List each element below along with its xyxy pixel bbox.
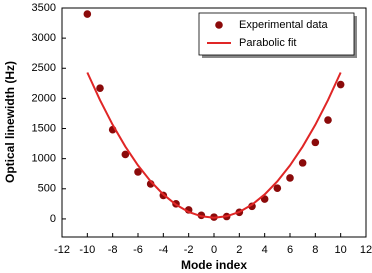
data-point xyxy=(336,80,345,89)
legend-box xyxy=(198,12,355,56)
data-point xyxy=(96,84,104,92)
y-tick-label: 2000 xyxy=(32,92,56,104)
x-tick-label: -12 xyxy=(54,244,70,256)
x-tick-label: -4 xyxy=(158,244,168,256)
x-tick-label: -8 xyxy=(108,244,118,256)
y-tick-label: 3000 xyxy=(32,32,56,44)
legend-label: Parabolic fit xyxy=(239,37,296,49)
data-point xyxy=(311,138,320,147)
x-tick-label: 6 xyxy=(287,244,293,256)
data-point xyxy=(134,168,142,176)
y-tick-label: 1500 xyxy=(32,122,56,134)
x-tick-label: -2 xyxy=(184,244,194,256)
y-tick-label: 2500 xyxy=(32,62,56,74)
data-point xyxy=(273,184,282,192)
data-point xyxy=(286,174,294,182)
y-tick-label: 1000 xyxy=(32,153,56,165)
data-point xyxy=(324,116,332,124)
y-tick-label: 3500 xyxy=(32,2,56,14)
legend-marker xyxy=(215,21,223,29)
legend-label: Experimental data xyxy=(239,19,329,31)
data-point xyxy=(298,159,307,167)
x-tick-label: 2 xyxy=(236,244,242,256)
x-tick-label: 12 xyxy=(360,244,372,256)
y-tick-label: 0 xyxy=(50,213,56,225)
x-tick-label: -6 xyxy=(133,244,143,256)
x-tick-label: 10 xyxy=(335,244,347,256)
fit-line xyxy=(86,72,342,219)
x-tick-label: -10 xyxy=(79,244,95,256)
data-point xyxy=(83,10,92,18)
data-point xyxy=(121,150,130,159)
y-axis-label: Optical linewidth (Hz) xyxy=(3,61,17,183)
x-tick-label: 0 xyxy=(211,244,217,256)
y-tick-label: 500 xyxy=(38,183,56,195)
x-tick-label: 8 xyxy=(312,244,318,256)
x-axis-label: Mode index xyxy=(181,258,247,272)
x-tick-label: 4 xyxy=(262,244,268,256)
